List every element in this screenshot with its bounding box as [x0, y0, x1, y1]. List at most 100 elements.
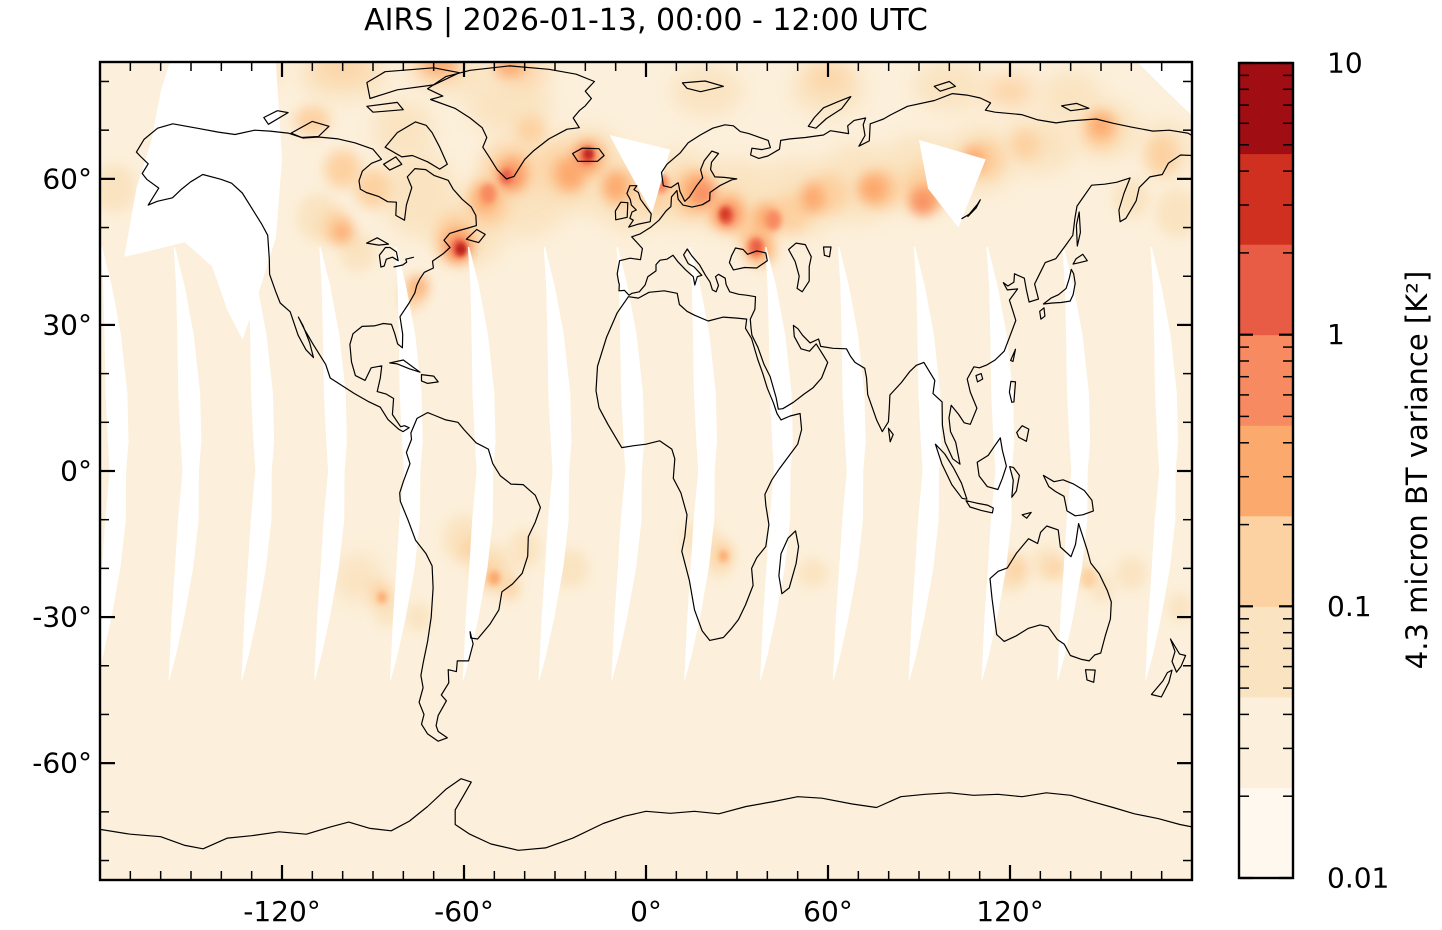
colorbar-band	[1239, 244, 1293, 336]
coastline	[933, 80, 956, 92]
coastline	[1150, 669, 1173, 698]
colorbar-tick-label: 1	[1327, 318, 1345, 351]
coastline	[1169, 638, 1187, 673]
heat-blob	[751, 239, 763, 255]
heat-blob	[333, 553, 383, 603]
x-tick-label: -60°	[434, 895, 494, 928]
coastline	[728, 247, 768, 271]
swath-gap	[1057, 247, 1091, 681]
colorbar-unit-label: 4.3 micron BT variance [K²]	[1400, 271, 1434, 669]
x-tick-label: -120°	[243, 895, 321, 928]
swath-gap	[168, 247, 202, 681]
coastline	[465, 228, 486, 244]
coastline	[1061, 102, 1090, 112]
coastline	[616, 93, 1192, 465]
coastline	[961, 199, 981, 220]
heat-blob	[1113, 178, 1150, 218]
coastlines-layer	[100, 65, 1192, 851]
heat-blob	[800, 183, 825, 213]
figure-title: AIRS | 2026-01-13, 00:00 - 12:00 UTC	[364, 3, 928, 38]
y-tick-label: -60°	[32, 747, 92, 780]
coastline	[1021, 511, 1032, 519]
x-tick-label: 60°	[803, 895, 853, 928]
coastline	[572, 147, 605, 162]
coastline	[1039, 307, 1046, 320]
heat-blob	[1088, 113, 1114, 138]
coastline	[1009, 466, 1020, 498]
colorbar-band	[1239, 515, 1293, 607]
swath-gap-polar	[1137, 62, 1192, 116]
colorbar-band	[1239, 63, 1293, 155]
coastline	[778, 530, 800, 595]
colorbar-band	[1239, 606, 1293, 698]
coastline	[626, 185, 652, 228]
swath-gap	[314, 247, 347, 681]
heat-blob	[500, 575, 519, 601]
heat-blob	[912, 62, 986, 111]
colorbar-band	[1239, 696, 1293, 788]
swath-gap	[908, 247, 942, 681]
heat-blob	[333, 222, 352, 243]
coastline	[822, 246, 832, 258]
swath-gap	[981, 247, 1015, 681]
coastline	[135, 123, 477, 433]
colorbar-bands	[1239, 63, 1293, 879]
coastline	[366, 67, 460, 100]
colorbar-band	[1239, 425, 1293, 517]
coastline	[976, 437, 1007, 491]
coastline	[420, 374, 439, 384]
coastline	[290, 120, 330, 139]
heat-blob	[718, 550, 728, 562]
heat-blob	[1040, 71, 1101, 121]
coastline	[681, 80, 724, 93]
coastline	[366, 237, 390, 246]
coastline	[100, 778, 1192, 851]
heat-blob	[1046, 558, 1065, 579]
colorbar-tick-label: 10	[1327, 47, 1363, 80]
swath-gap	[684, 247, 717, 681]
heat-blob	[555, 157, 586, 191]
swath-gaps-layer	[100, 62, 1192, 681]
colorbar-tick-label: 0.1	[1327, 590, 1372, 623]
heat-blob	[1167, 592, 1192, 622]
coastline	[1042, 474, 1094, 517]
y-tick-label: 60°	[42, 162, 92, 195]
heat-blob	[912, 193, 932, 213]
coastline	[934, 443, 968, 500]
coastline	[975, 373, 984, 383]
coastline	[989, 523, 1112, 662]
coastline	[807, 96, 852, 129]
heat-blob	[127, 529, 182, 588]
x-axis-labels: -120° -60° 0° 60° 120°	[243, 895, 1044, 928]
colorbar-band	[1239, 787, 1293, 879]
heat-blob	[1155, 188, 1192, 238]
colorbar-frame	[1237, 61, 1295, 880]
heat-blob	[1146, 135, 1177, 174]
heat-blob	[694, 182, 713, 205]
heat-blob	[501, 169, 512, 184]
heat-blob	[773, 193, 810, 233]
coastline	[614, 201, 629, 221]
swath-gap-polar	[609, 135, 671, 213]
heat-blob	[797, 558, 828, 588]
coastline	[399, 412, 541, 742]
swath-gap	[390, 247, 423, 681]
coastline	[1008, 380, 1017, 403]
swath-gap	[832, 247, 866, 681]
coastline	[1072, 253, 1088, 265]
heat-blob	[494, 62, 525, 77]
coastline	[1010, 348, 1017, 362]
coastline	[384, 121, 448, 170]
colorbar-tick-label: 0.01	[1327, 862, 1389, 895]
heat-blob	[324, 149, 361, 189]
heat-blob	[858, 174, 889, 204]
heat-blob	[603, 171, 628, 201]
heat-blob	[586, 149, 592, 158]
coastline	[887, 427, 894, 443]
heat-blob	[670, 66, 744, 116]
heat-blob	[377, 591, 387, 604]
heat-blob	[409, 276, 428, 296]
heat-blob	[765, 210, 782, 230]
coastline	[595, 290, 803, 641]
